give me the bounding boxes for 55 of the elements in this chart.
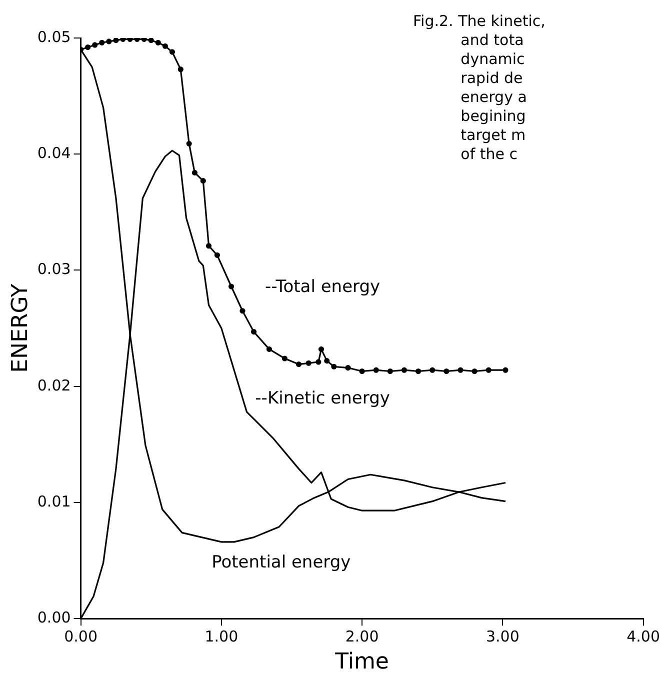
point <box>106 38 112 44</box>
y-axis-title: ENERGY <box>8 283 33 373</box>
series-label: --Kinetic energy <box>255 388 390 409</box>
point <box>444 368 450 374</box>
point <box>345 364 351 371</box>
point <box>472 368 478 374</box>
point <box>458 367 464 373</box>
point <box>228 284 234 290</box>
point <box>162 43 168 49</box>
x-tick-label: 1.00 <box>204 627 238 646</box>
point <box>178 66 184 72</box>
point <box>430 367 436 373</box>
x-tick-label: 2.00 <box>345 627 379 646</box>
y-tick-label: 0.01 <box>37 492 71 510</box>
series-label: Potential energy <box>212 552 351 572</box>
y-tick-label: 0.03 <box>37 260 71 278</box>
point <box>148 38 154 44</box>
y-tick-label: 0.04 <box>37 144 71 162</box>
point <box>85 44 91 50</box>
point <box>250 328 257 335</box>
point <box>92 42 98 48</box>
point <box>200 178 206 184</box>
point <box>240 308 246 314</box>
point <box>206 243 212 249</box>
point <box>296 361 302 368</box>
point <box>416 368 422 374</box>
x-axis-title: Time <box>334 650 389 675</box>
point <box>169 49 176 55</box>
point <box>186 140 192 146</box>
annotation: Fig.2. The kinetic, and tota dynamic rapid de energy a begining target m of the c <box>413 12 546 164</box>
series-label: --Total energy <box>265 277 380 298</box>
y-tick-label: 0.00 <box>37 608 71 626</box>
point <box>282 356 288 362</box>
point <box>99 40 105 46</box>
x-tick-label: 4.00 <box>626 627 660 646</box>
point <box>331 364 337 370</box>
point <box>266 346 272 352</box>
point <box>401 367 408 373</box>
x-tick-label: 3.00 <box>486 627 520 646</box>
point <box>373 367 379 373</box>
point <box>387 368 393 374</box>
point <box>113 38 119 44</box>
point <box>359 368 365 374</box>
point <box>486 367 492 373</box>
y-tick-label: 0.02 <box>37 376 71 394</box>
point <box>502 367 508 373</box>
point <box>306 360 312 366</box>
point <box>324 358 330 364</box>
point <box>214 252 220 258</box>
y-tick-label: 0.05 <box>37 28 71 46</box>
x-tick-label: 0.00 <box>64 627 98 646</box>
point <box>192 170 198 176</box>
point <box>318 346 324 352</box>
point <box>155 40 161 46</box>
point <box>316 359 322 365</box>
